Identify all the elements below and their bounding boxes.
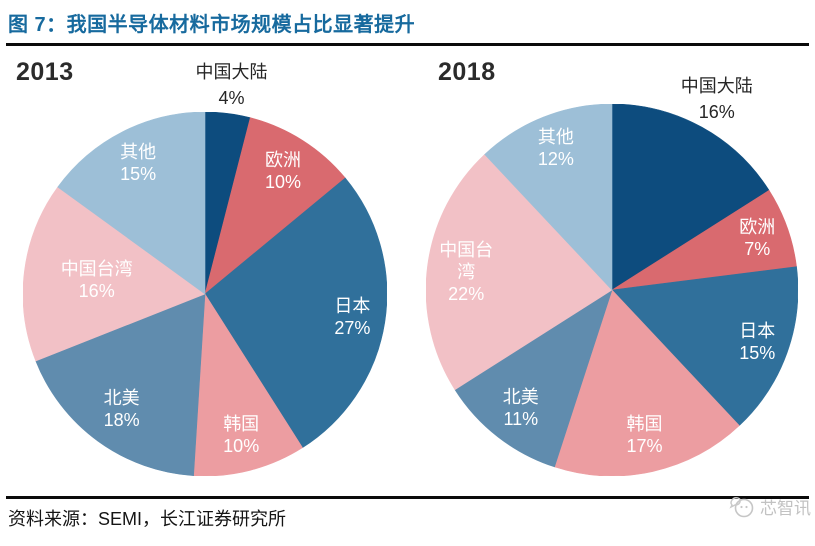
year-label-2018: 2018	[438, 58, 496, 86]
slice-label-name: 日本	[334, 296, 371, 317]
slice-label-percent: 10%	[223, 436, 260, 456]
pie-slice-others	[484, 104, 613, 291]
watermark-text: 芯智讯	[760, 499, 811, 518]
slice-label-name: 韩国	[626, 414, 663, 435]
slice-label-north-america: 北美 18%	[104, 387, 140, 431]
watermark: 芯智讯	[729, 494, 811, 519]
slice-label-name: 欧洲	[739, 216, 776, 237]
slice-label-japan: 日本 15%	[739, 320, 775, 364]
pie-slice-others	[57, 112, 206, 295]
slice-label-percent: 17%	[626, 436, 663, 457]
slice-label-europe: 欧洲 7%	[739, 216, 775, 260]
slice-label-name: 北美	[103, 387, 140, 408]
slice-label-name: 其他	[537, 127, 574, 148]
figure-title: 图 7：我国半导体材料市场规模占比显著提升	[8, 14, 416, 36]
slice-label-mainland-china: 中国大陆 4%	[196, 59, 268, 111]
slice-label-taiwan-china: 中国台湾 16%	[61, 258, 133, 302]
slice-label-name: 湾	[457, 261, 476, 282]
pie-slice-south-korea	[193, 293, 303, 476]
slice-label-percent: 27%	[334, 318, 371, 339]
year-label-2013: 2013	[16, 58, 74, 86]
footer-divider	[6, 496, 809, 499]
slice-label-percent: 22%	[448, 283, 485, 304]
slice-label-percent: 15%	[120, 163, 157, 184]
title-divider	[6, 43, 809, 46]
slice-label-percent: 7%	[744, 238, 771, 259]
slice-label-percent: 4%	[218, 87, 245, 108]
pie-slice-europe	[204, 117, 346, 295]
slice-label-north-america: 北美 11%	[503, 386, 539, 430]
slice-label-name: 中国台	[439, 239, 494, 260]
slice-label-percent: 16%	[78, 281, 115, 302]
slice-label-name: 欧洲	[265, 150, 301, 171]
slice-label-europe: 欧洲 10%	[265, 149, 301, 193]
slice-label-taiwan-china: 中国台湾 22%	[439, 239, 493, 305]
slice-label-name: 中国大陆	[195, 61, 268, 82]
pie-slice-mainland-china	[611, 104, 770, 291]
slice-label-name: 中国大陆	[680, 76, 753, 97]
slice-label-name: 中国台湾	[60, 259, 133, 280]
slice-label-percent: 15%	[739, 343, 776, 364]
slice-label-percent: 16%	[698, 102, 735, 123]
pie-chart-2013	[23, 112, 387, 476]
pie-slice-taiwan-china	[23, 186, 206, 362]
pie-slice-north-america	[35, 293, 206, 476]
pie-slice-taiwan-china	[426, 153, 613, 391]
slice-label-name: 韩国	[223, 414, 260, 434]
slice-label-percent: 18%	[103, 409, 140, 430]
slice-label-mainland-china: 中国大陆 16%	[681, 73, 753, 125]
slice-label-percent: 11%	[503, 408, 539, 429]
pie-slice-japan	[204, 177, 387, 449]
slice-label-others: 其他 15%	[120, 141, 156, 185]
source-note: 资料来源：SEMI，长江证券研究所	[8, 509, 287, 529]
slice-label-name: 其他	[120, 141, 157, 162]
pie-slice-north-america	[454, 289, 613, 468]
slice-label-name: 日本	[739, 321, 776, 342]
slice-label-percent: 10%	[264, 172, 302, 193]
pie-chart-2018	[426, 104, 798, 476]
slice-label-japan: 日本 27%	[334, 295, 370, 339]
slice-label-percent: 12%	[537, 149, 574, 170]
slice-label-south-korea: 韩国 10%	[223, 413, 259, 457]
slice-label-name: 北美	[502, 386, 539, 407]
watermark-logo-icon	[729, 496, 754, 517]
pie-slice-south-korea	[554, 289, 740, 476]
pie-slice-japan	[611, 266, 798, 427]
slice-label-others: 其他 12%	[538, 126, 574, 170]
slice-label-south-korea: 韩国 17%	[626, 413, 662, 457]
